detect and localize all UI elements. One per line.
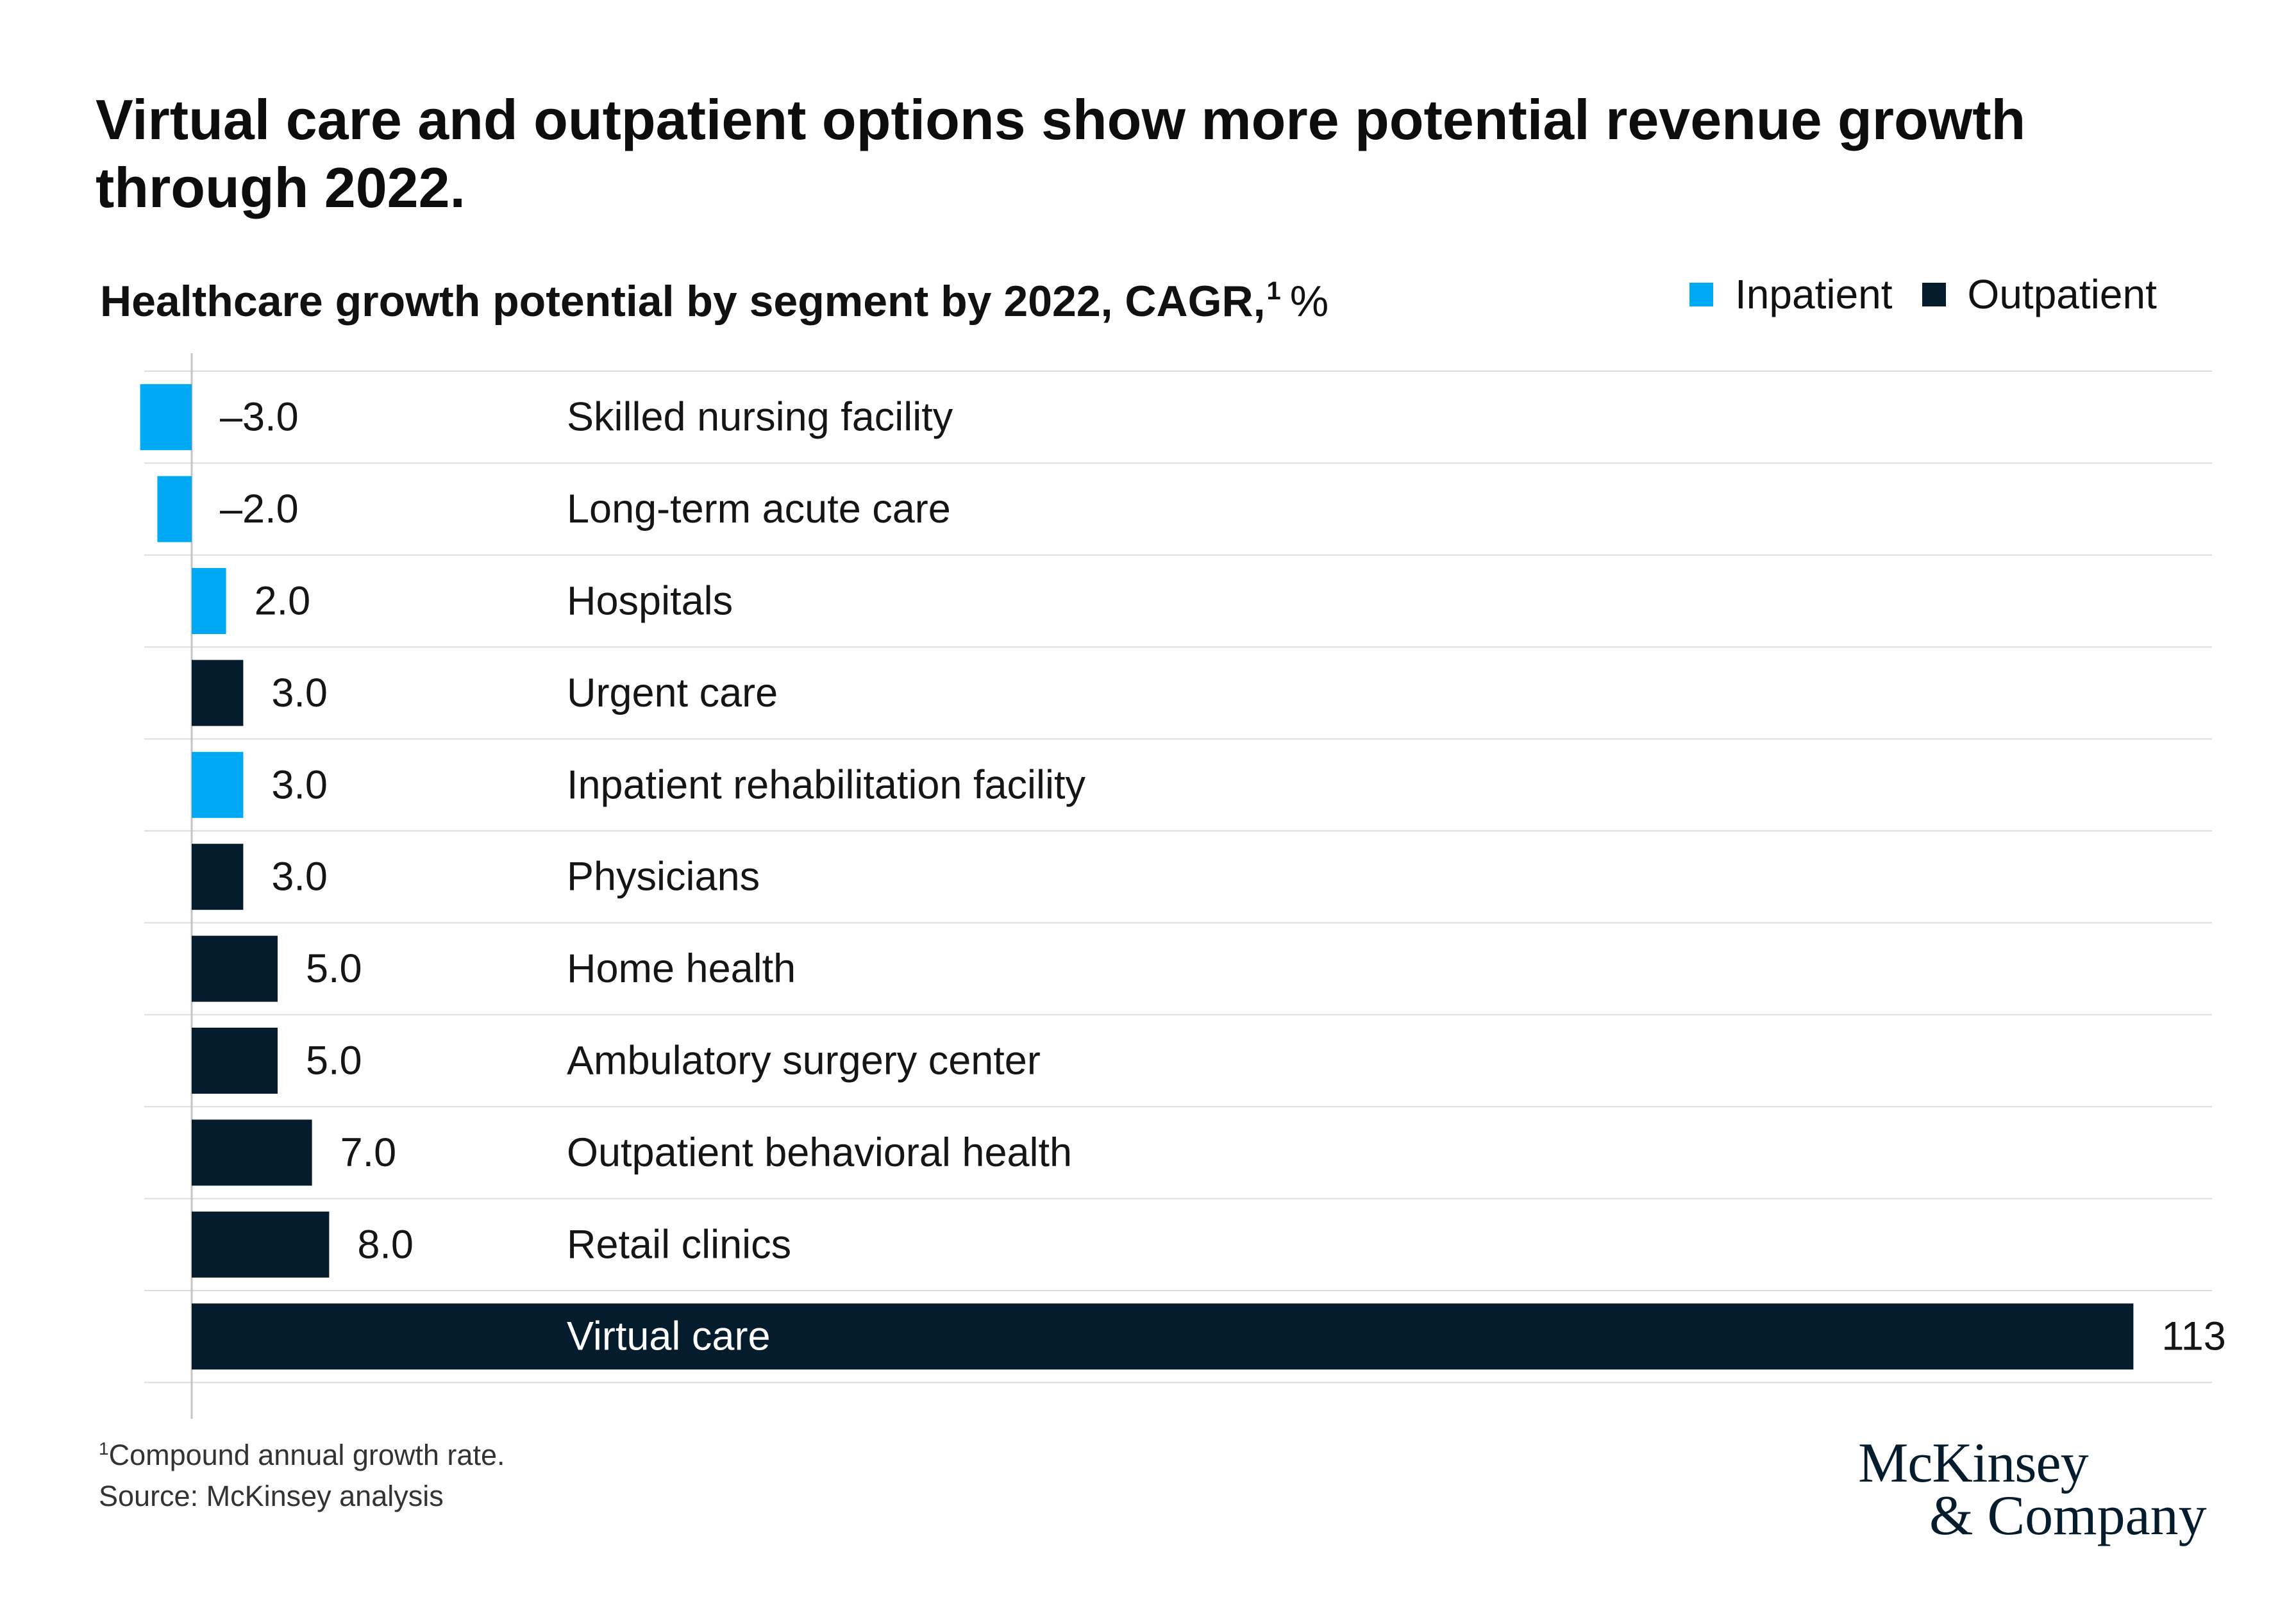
legend-item-outpatient: Outpatient xyxy=(1922,270,2157,319)
legend-swatch-inpatient xyxy=(1689,282,1713,306)
footnote-line: 1Compound annual growth rate. xyxy=(99,1437,505,1478)
category-label-home-health: Home health xyxy=(567,946,796,991)
logo-line-1: McKinsey xyxy=(1858,1432,2089,1494)
bar-hospitals xyxy=(192,568,226,634)
value-label-virtual-care: 113 xyxy=(2161,1314,2225,1359)
value-label-outpatient-behavioral-health: 7.0 xyxy=(340,1130,397,1175)
value-label-physicians: 3.0 xyxy=(271,855,328,899)
bar-ambulatory-surgery-center xyxy=(192,1028,278,1094)
chart-title: Virtual care and outpatient options show… xyxy=(96,88,2026,219)
category-label-outpatient-behavioral-health: Outpatient behavioral health xyxy=(567,1130,1072,1175)
subtitle-text: Healthcare growth potential by segment b… xyxy=(100,277,1266,326)
category-label-retail-clinics: Retail clinics xyxy=(567,1222,791,1267)
value-label-skilled-nursing-facility: –3.0 xyxy=(220,395,299,440)
bar-home-health xyxy=(192,935,278,1002)
subtitle-footnote-mark: 1 xyxy=(1266,277,1281,305)
category-label-ambulatory-surgery-center: Ambulatory surgery center xyxy=(567,1039,1041,1083)
bar-physicians xyxy=(192,844,244,910)
value-label-hospitals: 2.0 xyxy=(255,579,311,624)
value-label-inpatient-rehabilitation-facility: 3.0 xyxy=(271,762,328,807)
bar-inpatient-rehabilitation-facility xyxy=(192,751,244,818)
footnote-mark: 1 xyxy=(99,1439,109,1458)
value-label-long-term-acute-care: –2.0 xyxy=(220,487,299,531)
legend-item-inpatient: Inpatient xyxy=(1689,270,1893,319)
source-line: Source: McKinsey analysis xyxy=(99,1480,444,1512)
category-label-long-term-acute-care: Long-term acute care xyxy=(567,487,951,531)
category-label-urgent-care: Urgent care xyxy=(567,671,778,715)
bar-virtual-care xyxy=(192,1303,2134,1370)
value-label-home-health: 5.0 xyxy=(306,946,362,991)
logo-line-2: & Company xyxy=(1929,1485,2207,1547)
bar-outpatient-behavioral-health xyxy=(192,1119,312,1186)
legend-label-outpatient: Outpatient xyxy=(1967,271,2157,317)
value-label-urgent-care: 3.0 xyxy=(271,671,328,715)
bar-skilled-nursing-facility xyxy=(140,384,192,451)
legend-swatch-outpatient xyxy=(1922,282,1946,306)
category-label-hospitals: Hospitals xyxy=(567,579,733,624)
bar-retail-clinics xyxy=(192,1211,330,1278)
chart-subtitle: Healthcare growth potential by segment b… xyxy=(100,276,1328,333)
bar-long-term-acute-care xyxy=(157,476,192,542)
subtitle-unit: % xyxy=(1289,277,1329,326)
value-label-ambulatory-surgery-center: 5.0 xyxy=(306,1039,362,1083)
bar-urgent-care xyxy=(192,660,244,726)
category-label-virtual-care: Virtual care xyxy=(567,1314,771,1359)
footnote-text: Compound annual growth rate. xyxy=(108,1439,505,1471)
category-label-skilled-nursing-facility: Skilled nursing facility xyxy=(567,395,953,440)
bar-chart: –3.0 Skilled nursing facility –2.0 Long-ter… xyxy=(140,353,2226,1419)
value-label-retail-clinics: 8.0 xyxy=(357,1222,414,1267)
category-label-inpatient-rehabilitation-facility: Inpatient rehabilitation facility xyxy=(567,762,1085,807)
category-label-physicians: Physicians xyxy=(567,855,760,899)
legend-label-inpatient: Inpatient xyxy=(1735,271,1893,317)
legend: Inpatient Outpatient xyxy=(1689,270,2157,319)
footnotes: 1Compound annual growth rate. Source: Mc… xyxy=(99,1437,505,1515)
